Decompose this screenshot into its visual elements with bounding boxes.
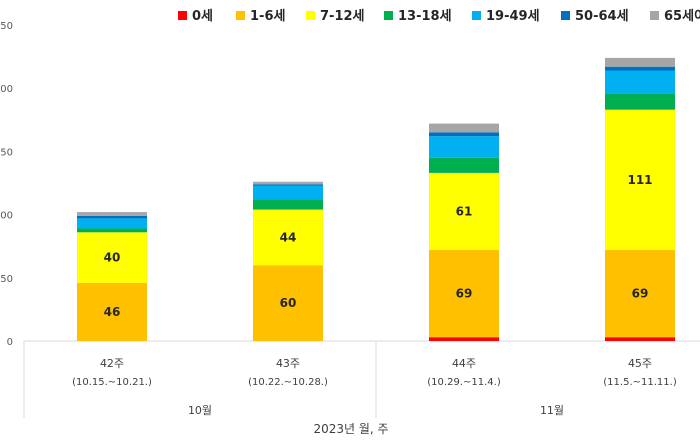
- legend-label: 19-49세: [486, 9, 540, 24]
- legend-swatch: [472, 11, 481, 20]
- bar-segment: [605, 337, 675, 341]
- bar-segment: [253, 209, 323, 266]
- bar-segment: [253, 181, 323, 185]
- y-tick-label: 150: [0, 147, 13, 158]
- bar-segment: [605, 70, 675, 94]
- bar-segment: [77, 212, 147, 216]
- legend-label: 1-6세: [250, 9, 285, 24]
- data-label: 69: [456, 287, 473, 301]
- x-category-range: (10.15.~10.21.): [72, 377, 152, 388]
- legend-swatch: [236, 11, 245, 20]
- legend-swatch: [384, 11, 393, 20]
- bar-segment: [605, 66, 675, 71]
- bar-segment: [429, 123, 499, 133]
- bars: [77, 57, 675, 341]
- bar-segment: [429, 132, 499, 137]
- bar-segment: [429, 337, 499, 341]
- legend-label: 0세: [192, 9, 213, 24]
- legend-label: 13-18세: [398, 9, 452, 24]
- legend-label: 7-12세: [320, 9, 365, 24]
- y-tick-label: 100: [0, 211, 13, 222]
- x-category-label: 45주: [628, 357, 652, 370]
- legend-swatch: [306, 11, 315, 20]
- data-labels: 46 40 60 44 69 61 69 111: [104, 173, 653, 319]
- x-category-label: 44주: [452, 357, 476, 370]
- bar-segment: [429, 136, 499, 158]
- x-category-label: 43주: [276, 357, 300, 370]
- bar-segment: [429, 249, 499, 338]
- y-tick-label: 0: [7, 337, 13, 348]
- data-label: 61: [456, 204, 473, 218]
- data-label: 60: [280, 296, 297, 310]
- data-label: 40: [104, 251, 121, 265]
- bar-segment: [77, 228, 147, 233]
- bar-segment: [253, 265, 323, 341]
- legend-label: 65세이상: [664, 8, 700, 24]
- bar-segment: [253, 184, 323, 186]
- x-category-range: (11.5.~11.11.): [603, 377, 677, 388]
- bar-segment: [253, 199, 323, 210]
- bar-segment: [253, 185, 323, 200]
- data-label: 69: [632, 287, 649, 301]
- y-tick-label: 250: [0, 21, 13, 32]
- bar-segment: [429, 172, 499, 250]
- bar-segment: [605, 57, 675, 67]
- data-label: 111: [627, 173, 652, 187]
- legend-swatch: [561, 11, 570, 20]
- x-axis: 42주 (10.15.~10.21.) 43주 (10.22.~10.28.) 44주 (…: [23, 341, 677, 436]
- x-category-range: (10.22.~10.28.): [248, 377, 328, 388]
- data-label: 44: [280, 230, 297, 244]
- bar-segment: [77, 215, 147, 219]
- bar-segment: [77, 218, 147, 229]
- bar-segment: [429, 157, 499, 173]
- data-label: 46: [104, 305, 121, 319]
- y-tick-label: 200: [0, 84, 13, 95]
- legend-swatch: [178, 11, 187, 20]
- x-group-label: 11월: [540, 404, 564, 417]
- x-group-label: 10월: [188, 404, 212, 417]
- legend-swatch: [650, 11, 659, 20]
- y-tick-label: 50: [0, 274, 13, 285]
- legend-label: 50-64세: [575, 9, 629, 24]
- bar-segment: [605, 249, 675, 338]
- bar-segment: [605, 93, 675, 110]
- legend: 0세 1-6세 7-12세 13-18세 19-49세 50-64세 65세이상: [178, 8, 700, 24]
- x-category-label: 42주: [100, 357, 124, 370]
- bar-segment: [77, 282, 147, 341]
- x-axis-title: 2023년 월, 주: [313, 422, 388, 436]
- x-category-range: (10.29.~11.4.): [427, 377, 501, 388]
- bar-segment: [605, 109, 675, 250]
- bar-segment: [77, 232, 147, 283]
